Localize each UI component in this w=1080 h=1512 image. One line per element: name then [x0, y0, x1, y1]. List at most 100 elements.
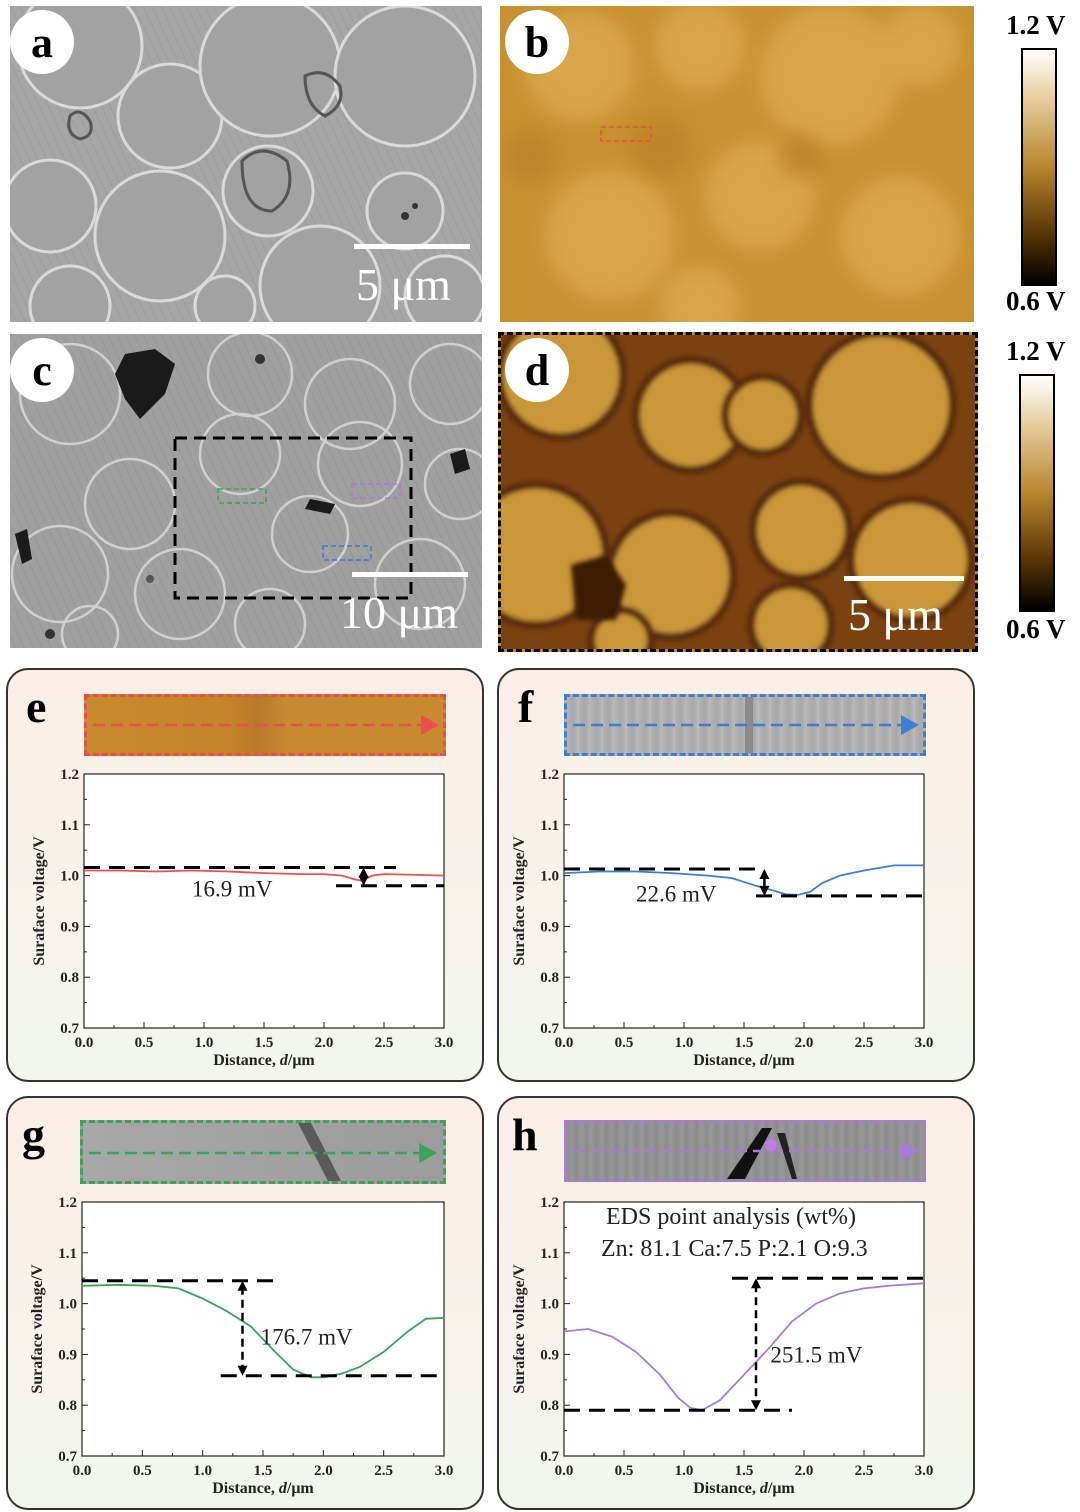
- line-profile-strip-f: [564, 694, 926, 756]
- x-tick-label: 1.0: [675, 1463, 694, 1479]
- card-letter-h: h: [512, 1109, 538, 1160]
- x-tick-label: 0.0: [73, 1463, 92, 1479]
- y-tick-label: 1.2: [540, 767, 559, 783]
- colorbar-1: [1021, 48, 1057, 286]
- y-axis-label: Suraface voltage/V: [511, 1264, 528, 1394]
- chart-f-arrow-head-down: [759, 885, 770, 896]
- x-tick-label: 0.0: [555, 1035, 574, 1051]
- scalebar-a: [354, 244, 470, 249]
- x-tick-label: 2.5: [855, 1035, 874, 1051]
- scalebar-label-c: 10 μm: [340, 587, 458, 638]
- chart-f-frame: [563, 773, 925, 1029]
- x-tick-label: 0.5: [615, 1463, 634, 1479]
- y-axis-label: Suraface voltage/V: [29, 1264, 46, 1394]
- chart-f-arrow-head-up: [759, 868, 770, 879]
- x-tick-label: 1.5: [735, 1463, 754, 1479]
- x-tick-label: 1.5: [254, 1463, 273, 1479]
- y-tick-label: 1.0: [60, 869, 79, 885]
- x-axis-label: Distance, d/μm: [693, 1480, 795, 1497]
- card-letter-f: f: [518, 681, 534, 732]
- y-tick-label: 1.1: [540, 818, 559, 834]
- sem-image-c: [10, 334, 482, 648]
- scalebar-label-d: 5 μm: [848, 589, 943, 640]
- panel-letter-a: a: [10, 10, 74, 74]
- y-tick-label: 0.9: [60, 919, 79, 935]
- chart-g-frame: [81, 1201, 445, 1457]
- y-tick-label: 0.8: [540, 1398, 559, 1414]
- chart-f-delta-label: 22.6 mV: [636, 881, 717, 906]
- chart-h-arrow-head-down: [751, 1400, 761, 1411]
- y-tick-label: 0.7: [60, 1021, 79, 1037]
- y-tick-label: 0.9: [540, 919, 559, 935]
- chart-g-series-line: [81, 1283, 445, 1379]
- line-profile-strip-h: [564, 1120, 926, 1182]
- scalebar-d: [844, 576, 964, 581]
- panel-letter-b: b: [505, 10, 569, 74]
- x-tick-label: 1.5: [255, 1035, 274, 1051]
- y-axis-label: Suraface voltage/V: [31, 836, 48, 966]
- x-tick-label: 2.0: [795, 1463, 814, 1479]
- x-tick-label: 0.5: [133, 1463, 152, 1479]
- y-tick-label: 1.1: [540, 1246, 559, 1262]
- x-tick-label: 2.5: [375, 1035, 394, 1051]
- x-tick-label: 3.0: [435, 1035, 454, 1051]
- card-letter-e: e: [26, 681, 47, 732]
- y-tick-label: 1.0: [540, 1297, 559, 1313]
- line-profile-strip-g: [80, 1120, 446, 1184]
- chart-g-delta-label: 176.7 mV: [261, 1325, 353, 1350]
- chart-h-series-line: [563, 1282, 925, 1412]
- x-tick-label: 0.0: [75, 1035, 94, 1051]
- x-tick-label: 1.0: [675, 1035, 694, 1051]
- chart-e-arrow-head-up: [358, 867, 369, 878]
- y-axis-label: Suraface voltage/V: [511, 836, 528, 966]
- panel-letter-d: d: [505, 338, 569, 402]
- eds-title: EDS point analysis (wt%): [606, 1204, 856, 1230]
- y-tick-label: 0.9: [540, 1347, 559, 1363]
- chart-g-plot: 0.0 0.5 1.0 1.5 2.0 2.5 3.0 0.7 0.8 0.9 1.0 1.1 1.2 D…: [29, 1195, 453, 1497]
- colorbar-2-min: 0.6 V: [1006, 614, 1066, 644]
- sem-image-a: [10, 6, 482, 322]
- chart-e-delta-label: 16.9 mV: [192, 876, 273, 901]
- panel-letter-c: c: [10, 338, 74, 402]
- chart-h-plot: 0.0 0.5 1.0 1.5 2.0 2.5 3.0 0.7 0.8 0.9 1.0 1.1 1.2 D…: [511, 1195, 933, 1497]
- x-axis-label: Distance, d/μm: [212, 1480, 314, 1497]
- x-tick-label: 3.0: [435, 1463, 454, 1479]
- y-tick-label: 1.1: [60, 818, 79, 834]
- x-tick-label: 2.5: [374, 1463, 393, 1479]
- chart-e-arrow-head-down: [358, 875, 369, 886]
- y-tick-label: 1.2: [540, 1195, 559, 1211]
- y-tick-label: 0.8: [58, 1398, 77, 1414]
- colorbar-2: [1019, 374, 1055, 612]
- chart-e-plot: 0.0 0.5 1.0 1.5 2.0 2.5 3.0 0.7 0.8 0.9 1.0 1.1 1.2 D…: [31, 767, 453, 1069]
- colorbar-1-min: 0.6 V: [1006, 286, 1066, 316]
- eds-values: Zn: 81.1 Ca:7.5 P:2.1 O:9.3: [601, 1236, 868, 1262]
- x-tick-label: 2.0: [314, 1463, 333, 1479]
- chart-h-delta-label: 251.5 mV: [770, 1342, 862, 1367]
- colorbar-2-max: 1.2 V: [1006, 336, 1066, 366]
- scalebar-label-a: 5 μm: [356, 259, 451, 310]
- x-axis-label: Distance, d/μm: [693, 1052, 795, 1069]
- chart-f-series-line: [563, 864, 924, 896]
- x-tick-label: 2.0: [795, 1035, 814, 1051]
- x-tick-label: 0.5: [615, 1035, 634, 1051]
- y-tick-label: 0.8: [60, 970, 79, 986]
- y-tick-label: 0.7: [540, 1449, 559, 1465]
- chart-h-arrow-head-up: [751, 1278, 761, 1289]
- chart-e-frame: [83, 773, 445, 1029]
- y-tick-label: 1.2: [58, 1195, 77, 1211]
- chart-f-plot: 0.0 0.5 1.0 1.5 2.0 2.5 3.0 0.7 0.8 0.9 1.0 1.1 1.2 D…: [511, 767, 933, 1069]
- x-tick-label: 1.5: [735, 1035, 754, 1051]
- y-tick-label: 1.0: [58, 1297, 77, 1313]
- x-tick-label: 2.5: [855, 1463, 874, 1479]
- x-tick-label: 1.0: [193, 1463, 212, 1479]
- y-tick-label: 0.7: [58, 1449, 77, 1465]
- x-tick-label: 0.0: [555, 1463, 574, 1479]
- y-tick-label: 0.8: [540, 970, 559, 986]
- x-tick-label: 2.0: [315, 1035, 334, 1051]
- x-tick-label: 3.0: [915, 1463, 934, 1479]
- y-tick-label: 1.0: [540, 869, 559, 885]
- y-tick-label: 0.9: [58, 1347, 77, 1363]
- chart-g-arrow-head-down: [237, 1365, 248, 1376]
- chart-g-arrow-head-up: [237, 1280, 248, 1291]
